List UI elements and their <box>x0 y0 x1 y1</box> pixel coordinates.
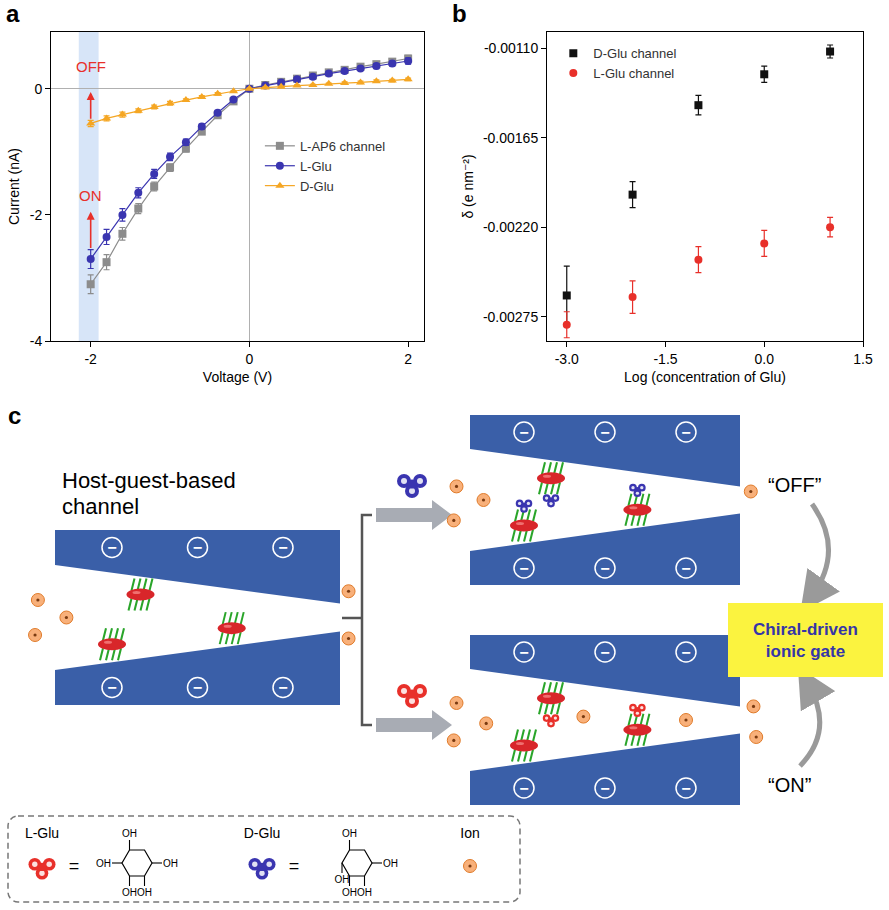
svg-text:-0.00165: -0.00165 <box>483 130 538 146</box>
svg-text:c: c <box>8 402 21 429</box>
svg-text:OH: OH <box>122 887 137 898</box>
svg-text:L-Glu: L-Glu <box>300 159 332 174</box>
svg-text:-2: -2 <box>84 351 97 367</box>
svg-text:Log (concentration of Glu): Log (concentration of Glu) <box>624 369 786 385</box>
svg-text:-0.00275: -0.00275 <box>483 309 538 325</box>
svg-text:OH: OH <box>342 887 357 898</box>
svg-text:1.5: 1.5 <box>853 351 873 367</box>
svg-text:−: − <box>681 644 690 661</box>
svg-text:OH: OH <box>137 887 152 898</box>
svg-text:=: = <box>69 856 80 876</box>
svg-text:−: − <box>600 644 609 661</box>
svg-text:“OFF”: “OFF” <box>768 474 821 496</box>
svg-text:−: − <box>681 780 690 797</box>
svg-text:D-Glu: D-Glu <box>300 179 334 194</box>
svg-text:Current (nA): Current (nA) <box>6 148 22 225</box>
svg-text:D-Glu: D-Glu <box>244 825 281 841</box>
svg-text:OH: OH <box>357 887 372 898</box>
svg-text:−: − <box>600 780 609 797</box>
svg-text:−: − <box>519 560 528 577</box>
svg-text:Host-guest-based: Host-guest-based <box>62 468 236 493</box>
svg-text:=: = <box>289 856 300 876</box>
svg-text:−: − <box>107 679 116 696</box>
svg-text:OFF: OFF <box>76 58 106 75</box>
svg-text:ionic gate: ionic gate <box>766 642 845 661</box>
svg-text:D-Glu channel: D-Glu channel <box>593 46 676 61</box>
svg-text:−: − <box>107 539 116 556</box>
svg-text:ON: ON <box>79 187 102 204</box>
svg-text:Voltage (V): Voltage (V) <box>203 369 272 385</box>
svg-text:−: − <box>519 424 528 441</box>
svg-text:−: − <box>681 424 690 441</box>
svg-text:OH: OH <box>96 858 111 869</box>
svg-text:Chiral-driven: Chiral-driven <box>753 620 858 639</box>
svg-text:channel: channel <box>62 494 139 519</box>
svg-text:-0.00110: -0.00110 <box>484 40 538 56</box>
svg-text:−: − <box>193 679 202 696</box>
html-text:b: b <box>452 0 467 27</box>
svg-text:-2: -2 <box>30 207 43 223</box>
svg-text:OH: OH <box>383 858 398 869</box>
svg-text:OH: OH <box>342 828 357 839</box>
svg-text:−: − <box>193 539 202 556</box>
svg-text:-4: -4 <box>30 333 43 349</box>
svg-text:“ON”: “ON” <box>768 774 811 796</box>
svg-text:L-AP6 channel: L-AP6 channel <box>300 139 385 154</box>
svg-text:−: − <box>600 424 609 441</box>
svg-text:-0.00220: -0.00220 <box>483 219 538 235</box>
svg-text:δ (e nm⁻²): δ (e nm⁻²) <box>460 154 476 218</box>
svg-text:−: − <box>278 679 287 696</box>
svg-text:2: 2 <box>404 351 412 367</box>
html-text:a: a <box>6 0 20 27</box>
svg-text:-1.5: -1.5 <box>653 351 677 367</box>
svg-text:−: − <box>600 560 609 577</box>
svg-text:−: − <box>278 539 287 556</box>
svg-text:L-Glu channel: L-Glu channel <box>593 66 674 81</box>
svg-text:-3.0: -3.0 <box>555 351 579 367</box>
svg-text:−: − <box>681 560 690 577</box>
svg-text:L-Glu: L-Glu <box>25 825 59 841</box>
svg-text:0.0: 0.0 <box>755 351 775 367</box>
svg-text:Ion: Ion <box>460 825 479 841</box>
svg-text:OH: OH <box>122 828 137 839</box>
svg-text:0: 0 <box>34 81 42 97</box>
svg-text:−: − <box>519 644 528 661</box>
svg-text:OH: OH <box>163 858 178 869</box>
svg-text:−: − <box>519 780 528 797</box>
svg-text:0: 0 <box>246 351 254 367</box>
svg-text:OH: OH <box>335 874 350 885</box>
